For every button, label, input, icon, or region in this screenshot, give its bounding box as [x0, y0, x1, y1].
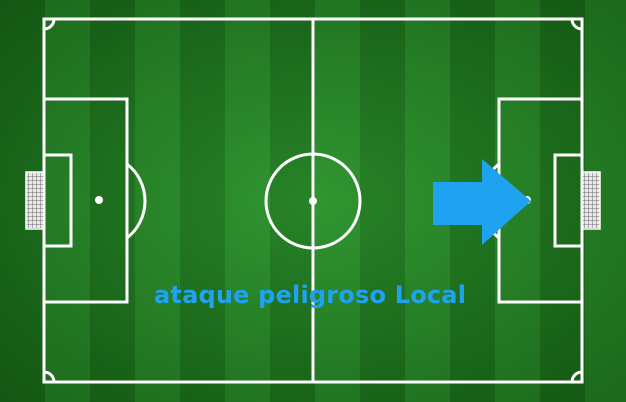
center-circle: [264, 152, 362, 250]
center-spot: [309, 197, 317, 205]
left-penalty-area: [42, 97, 129, 304]
right-goal-net: [581, 171, 601, 230]
right-goal-area: [553, 153, 584, 248]
corner-arc-top-right: [570, 18, 583, 31]
attack-arrow-icon: [433, 159, 531, 245]
corner-arc-top-left: [43, 18, 56, 31]
left-penalty-spot: [95, 196, 103, 204]
event-label: ataque peligroso Local: [154, 281, 467, 309]
left-penalty-arc: [126, 162, 147, 240]
left-goal-net: [25, 171, 45, 230]
left-goal-area: [42, 153, 73, 248]
corner-arc-bottom-right: [570, 370, 583, 383]
corner-arc-bottom-left: [43, 370, 56, 383]
